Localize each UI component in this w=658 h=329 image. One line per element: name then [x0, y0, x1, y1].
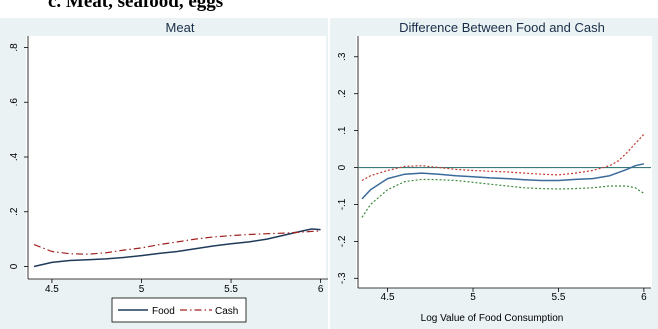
meat-x-tick-label: 5.5: [224, 284, 238, 295]
difference-y-tick-label: -.2: [337, 235, 348, 247]
difference-y-tick-label: .3: [337, 52, 348, 61]
difference-series-line-3: [361, 178, 645, 218]
meat-y-tick-label: .4: [9, 152, 20, 161]
difference-plot-area: [356, 36, 652, 288]
meat-x-tick-label: 6: [318, 284, 324, 295]
legend-food-label: Food: [152, 306, 175, 317]
difference-x-tick-label: 6: [641, 292, 647, 303]
difference-x-axis-label: Log Value of Food Consumption: [421, 313, 564, 324]
meat-plot-area: [26, 36, 326, 279]
difference-y-tick-label: 0: [337, 164, 348, 170]
meat-chart-panel: Meat 0 .2 .4 .6 .8 4.5 5 5.5 6 Food Cash: [0, 18, 328, 329]
section-heading: c. Meat, seafood, eggs: [48, 0, 224, 12]
difference-y-tick-label: -.1: [337, 198, 348, 210]
difference-x-tick-label: 4.5: [381, 292, 395, 303]
difference-chart-title: Difference Between Food and Cash: [399, 20, 605, 35]
difference-x-tick-label: 5.5: [552, 292, 566, 303]
meat-y-tick-label: .2: [9, 207, 20, 216]
meat-x-tick-label: 4.5: [45, 284, 59, 295]
meat-series-line-cash: [33, 230, 321, 255]
difference-y-tick-label: -.3: [337, 272, 348, 284]
legend-cash-label: Cash: [215, 306, 238, 317]
meat-chart-title: Meat: [166, 20, 195, 35]
meat-y-tick-label: .6: [9, 98, 20, 107]
meat-y-tick-label: 0: [9, 263, 20, 269]
difference-series-line-1: [361, 163, 645, 200]
difference-x-tick-label: 5: [470, 292, 476, 303]
difference-y-tick-label: .1: [337, 126, 348, 135]
meat-y-tick-label: .8: [9, 43, 20, 52]
chart-legend: Food Cash: [111, 297, 247, 323]
difference-series-line-2: [361, 133, 645, 182]
difference-y-tick-label: .2: [337, 89, 348, 98]
meat-series-line-food: [33, 228, 321, 268]
meat-x-tick-label: 5: [139, 284, 145, 295]
difference-chart-panel: Difference Between Food and Cash -.3 -.2 -…: [330, 18, 658, 329]
